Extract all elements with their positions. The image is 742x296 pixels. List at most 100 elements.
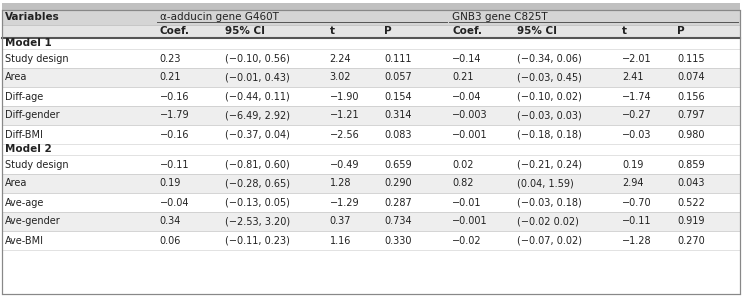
Text: 1.16: 1.16: [329, 236, 351, 245]
Text: (−0.10, 0.56): (−0.10, 0.56): [225, 54, 289, 64]
Text: 0.115: 0.115: [677, 54, 705, 64]
Bar: [2, 193, 740, 212]
Text: Diff-gender: Diff-gender: [5, 110, 59, 120]
Text: 0.154: 0.154: [384, 91, 412, 102]
Text: (−0.11, 0.23): (−0.11, 0.23): [225, 236, 289, 245]
Text: −1.28: −1.28: [622, 236, 651, 245]
Text: −0.01: −0.01: [453, 197, 482, 207]
Text: 2.94: 2.94: [622, 178, 643, 189]
Text: −0.70: −0.70: [622, 197, 651, 207]
Text: −2.56: −2.56: [329, 130, 359, 139]
Bar: [2, 3, 740, 10]
Text: t: t: [622, 27, 627, 36]
Text: (−0.10, 0.02): (−0.10, 0.02): [517, 91, 582, 102]
Text: Study design: Study design: [5, 54, 68, 64]
Text: 0.043: 0.043: [677, 178, 705, 189]
Text: 0.314: 0.314: [384, 110, 412, 120]
Text: (−0.07, 0.02): (−0.07, 0.02): [517, 236, 582, 245]
Text: Coef.: Coef.: [160, 27, 190, 36]
Text: Study design: Study design: [5, 160, 68, 170]
Text: 0.734: 0.734: [384, 216, 412, 226]
Text: 2.41: 2.41: [622, 73, 643, 83]
Text: (−0.03, 0.18): (−0.03, 0.18): [517, 197, 582, 207]
Text: Model 1: Model 1: [5, 38, 52, 49]
Text: −0.001: −0.001: [453, 216, 488, 226]
Text: (−0.03, 0.03): (−0.03, 0.03): [517, 110, 582, 120]
Text: −0.16: −0.16: [160, 130, 189, 139]
Text: 0.02: 0.02: [453, 160, 474, 170]
Text: P: P: [384, 27, 392, 36]
Text: (−0.21, 0.24): (−0.21, 0.24): [517, 160, 582, 170]
Text: −2.01: −2.01: [622, 54, 651, 64]
Text: (−0.81, 0.60): (−0.81, 0.60): [225, 160, 289, 170]
Text: (−2.53, 3.20): (−2.53, 3.20): [225, 216, 290, 226]
Text: (−0.03, 0.45): (−0.03, 0.45): [517, 73, 582, 83]
Text: (−0.37, 0.04): (−0.37, 0.04): [225, 130, 289, 139]
Text: 0.074: 0.074: [677, 73, 705, 83]
Text: 0.19: 0.19: [622, 160, 643, 170]
Text: 0.06: 0.06: [160, 236, 181, 245]
Text: 0.659: 0.659: [384, 160, 412, 170]
Text: 0.919: 0.919: [677, 216, 705, 226]
Text: 0.083: 0.083: [384, 130, 412, 139]
Text: Diff-BMI: Diff-BMI: [5, 130, 43, 139]
Text: 0.19: 0.19: [160, 178, 181, 189]
Text: 0.111: 0.111: [384, 54, 412, 64]
Bar: [2, 25, 740, 38]
Text: 95% CI: 95% CI: [225, 27, 265, 36]
Text: 0.23: 0.23: [160, 54, 181, 64]
Text: 0.34: 0.34: [160, 216, 181, 226]
Bar: [2, 68, 740, 87]
Text: −0.003: −0.003: [453, 110, 488, 120]
Text: (−0.34, 0.06): (−0.34, 0.06): [517, 54, 582, 64]
Text: 0.330: 0.330: [384, 236, 412, 245]
Text: Area: Area: [5, 73, 27, 83]
Text: Area: Area: [5, 178, 27, 189]
Text: Ave-BMI: Ave-BMI: [5, 236, 44, 245]
Bar: [2, 231, 740, 250]
Text: Ave-gender: Ave-gender: [5, 216, 61, 226]
Bar: [2, 38, 740, 49]
Text: −0.14: −0.14: [453, 54, 482, 64]
Text: Variables: Variables: [5, 12, 60, 22]
Text: −1.74: −1.74: [622, 91, 651, 102]
Text: 0.287: 0.287: [384, 197, 413, 207]
Bar: [2, 125, 740, 144]
Text: 0.522: 0.522: [677, 197, 705, 207]
Text: 0.82: 0.82: [453, 178, 474, 189]
Text: GNB3 gene C825T: GNB3 gene C825T: [453, 12, 548, 22]
Text: −0.001: −0.001: [453, 130, 488, 139]
Text: (−0.13, 0.05): (−0.13, 0.05): [225, 197, 289, 207]
Text: −1.90: −1.90: [329, 91, 359, 102]
Text: 1.28: 1.28: [329, 178, 351, 189]
Text: −0.49: −0.49: [329, 160, 359, 170]
Text: 0.37: 0.37: [329, 216, 351, 226]
Text: (−6.49, 2.92): (−6.49, 2.92): [225, 110, 289, 120]
Text: t: t: [329, 27, 335, 36]
Text: −0.03: −0.03: [622, 130, 651, 139]
Text: 0.21: 0.21: [160, 73, 181, 83]
Text: Diff-age: Diff-age: [5, 91, 43, 102]
Text: −1.29: −1.29: [329, 197, 359, 207]
Text: 0.859: 0.859: [677, 160, 705, 170]
Text: −0.02: −0.02: [453, 236, 482, 245]
Text: 0.290: 0.290: [384, 178, 412, 189]
Bar: [2, 174, 740, 193]
Text: (−0.01, 0.43): (−0.01, 0.43): [225, 73, 289, 83]
Bar: [2, 49, 740, 68]
Text: −1.21: −1.21: [329, 110, 359, 120]
Text: P: P: [677, 27, 685, 36]
Text: −0.11: −0.11: [622, 216, 651, 226]
Text: (−0.02 0.02): (−0.02 0.02): [517, 216, 580, 226]
Text: (0.04, 1.59): (0.04, 1.59): [517, 178, 574, 189]
Bar: [2, 155, 740, 174]
Text: 0.057: 0.057: [384, 73, 413, 83]
Bar: [2, 10, 740, 25]
Text: 0.270: 0.270: [677, 236, 705, 245]
Text: Coef.: Coef.: [453, 27, 482, 36]
Bar: [2, 144, 740, 155]
Text: −0.04: −0.04: [453, 91, 482, 102]
Text: −0.16: −0.16: [160, 91, 189, 102]
Text: 0.21: 0.21: [453, 73, 474, 83]
Text: Model 2: Model 2: [5, 144, 52, 155]
